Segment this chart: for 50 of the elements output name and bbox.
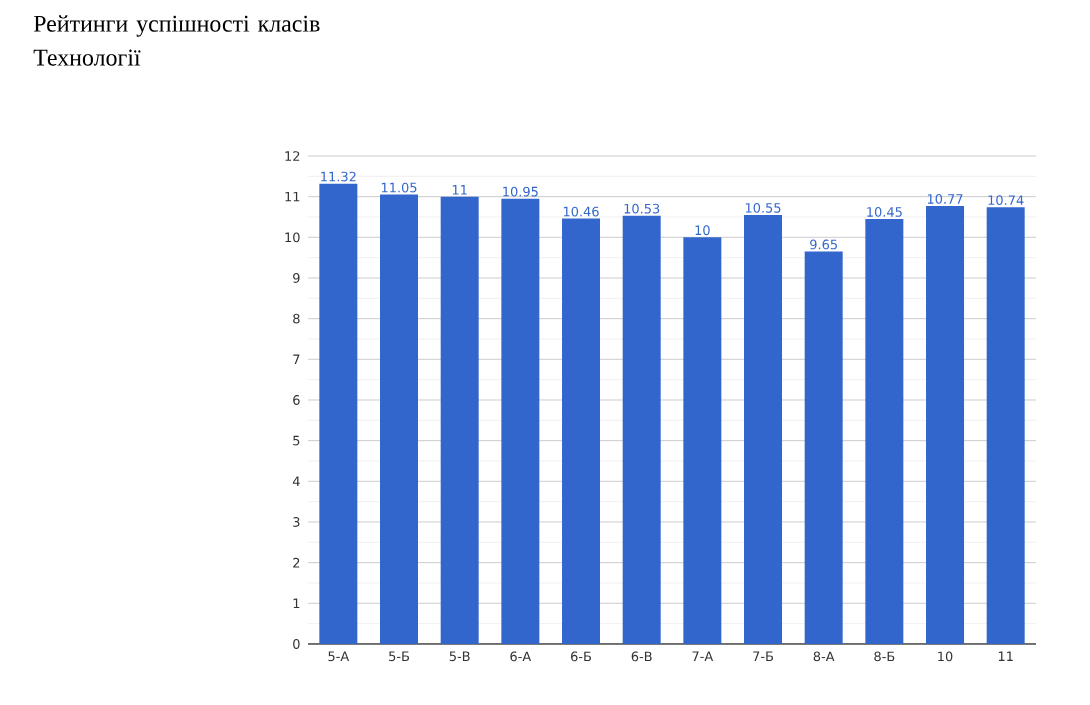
data-label: 10.74 [988, 195, 1024, 206]
x-tick-label: 6-В [631, 651, 652, 662]
data-label: 10.95 [503, 186, 538, 197]
y-tick-label: 12 [285, 151, 300, 161]
bar [926, 206, 965, 644]
x-tick-label: 5-А [328, 651, 350, 662]
x-tick-label: 6-А [510, 651, 532, 662]
x-tick-label: 10 [938, 651, 953, 662]
data-label: 10.45 [867, 207, 902, 217]
x-tick-label: 7-Б [753, 651, 773, 661]
bar [804, 251, 843, 644]
bar [683, 237, 722, 644]
bar [744, 214, 783, 644]
x-tick-label: 8-Б [874, 651, 895, 662]
data-label: 11.05 [381, 182, 417, 193]
y-tick-label: 0 [293, 639, 300, 649]
chart-title: Рейтинги успішності класів Технології [33, 15, 320, 66]
data-label: 11 [452, 185, 467, 195]
bar [380, 194, 419, 644]
y-tick-label: 1 [293, 598, 300, 609]
bar [440, 196, 479, 644]
x-tick-label: 8-А [813, 651, 835, 662]
y-tick-label: 7 [293, 354, 300, 365]
y-tick-label: 10 [285, 232, 300, 243]
bar [319, 183, 358, 644]
bar [501, 198, 540, 644]
bar [622, 215, 661, 644]
data-label: 10.77 [927, 194, 963, 204]
data-label: 10 [695, 225, 710, 236]
data-label: 10.55 [745, 202, 781, 213]
y-tick-label: 9 [293, 273, 300, 283]
data-label: 11.32 [321, 171, 356, 182]
bar [865, 219, 904, 644]
data-label: 9.65 [810, 239, 837, 250]
y-tick-label: 4 [292, 476, 300, 487]
x-tick-label: 6-Б [571, 651, 591, 662]
data-label: 10.53 [624, 203, 660, 214]
bar [562, 218, 601, 644]
x-tick-label: 7-А [692, 651, 714, 661]
x-tick-label: 11 [998, 651, 1013, 661]
y-tick-label: 6 [293, 395, 300, 405]
y-tick-label: 2 [293, 557, 300, 568]
y-tick-label: 3 [293, 517, 300, 527]
x-tick-label: 5-В [449, 651, 470, 662]
y-tick-label: 11 [285, 191, 300, 202]
bar [986, 207, 1025, 644]
y-tick-label: 5 [293, 435, 300, 446]
x-tick-label: 5-Б [389, 651, 409, 662]
y-tick-label: 8 [293, 313, 300, 324]
data-label: 10.46 [563, 206, 599, 217]
